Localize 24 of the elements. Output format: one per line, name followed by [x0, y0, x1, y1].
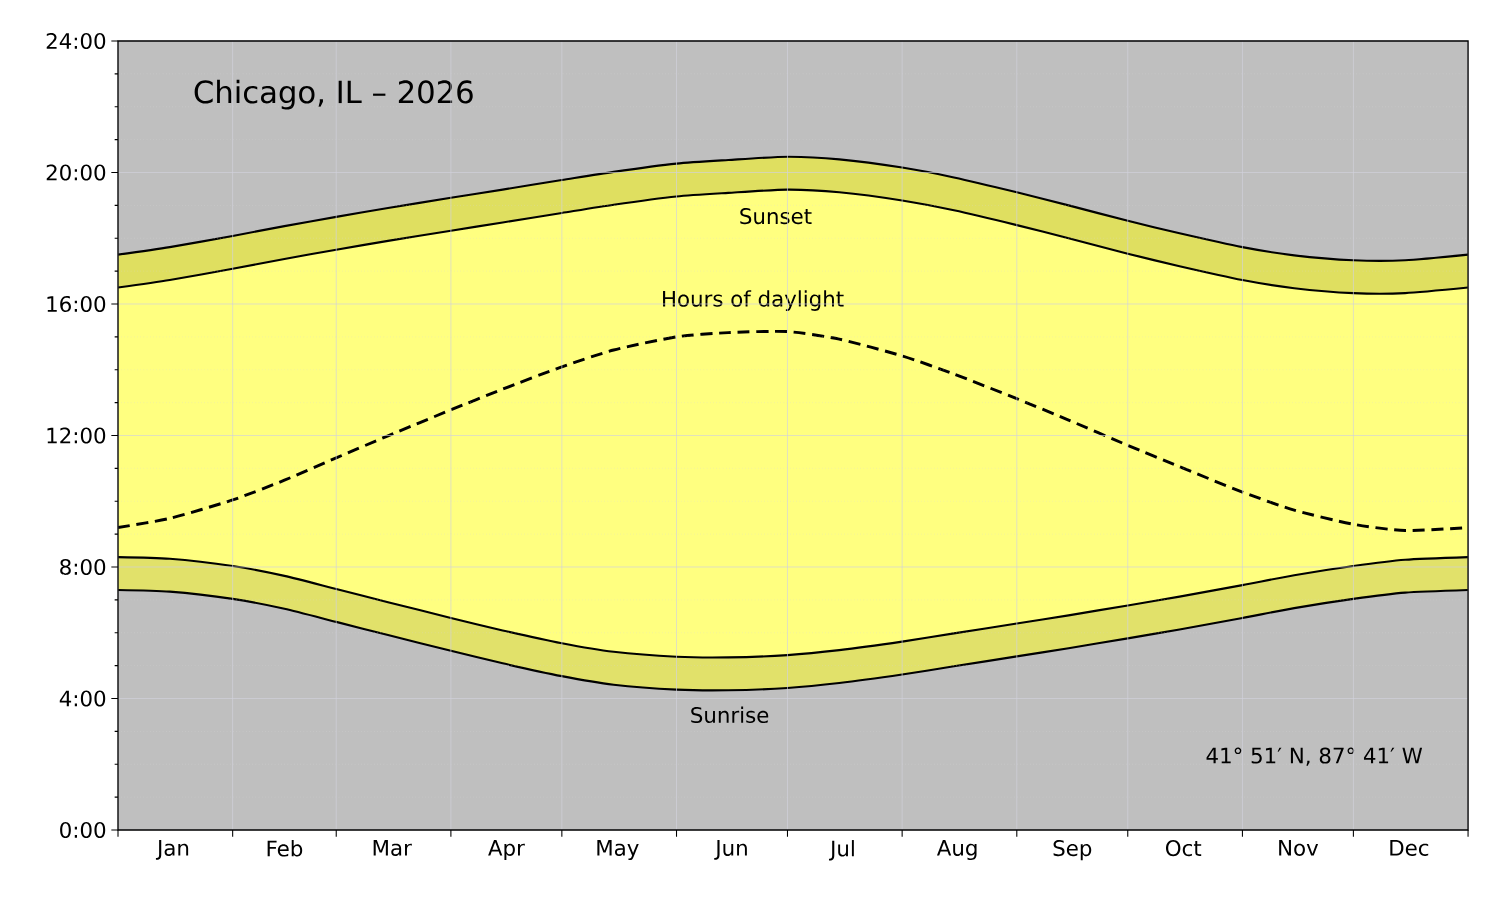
- y-tick-label: 4:00: [59, 690, 106, 707]
- x-tick-label: Jul: [828, 840, 854, 861]
- x-tick-label: Sep: [1053, 840, 1092, 861]
- x-tick-label: Apr: [488, 840, 525, 861]
- y-tick-label: 8:00: [60, 558, 106, 576]
- y-tick-label: 24:00: [46, 32, 106, 50]
- text: Chicago, IL – 2026: [194, 79, 473, 110]
- x-tick-label: Feb: [267, 840, 303, 857]
- x-tick-label: Jan: [155, 840, 189, 860]
- x-tick-label: Oct: [1166, 840, 1202, 857]
- annotation: Sunset: [740, 208, 812, 225]
- x-tick-label: Nov: [1279, 840, 1319, 856]
- x-tick-label: Dec: [1390, 840, 1429, 856]
- y-tick-label: 16:00: [47, 295, 106, 313]
- y-tick-label: 0:00: [60, 821, 106, 839]
- annotation: 41° 51′ N, 87° 41′ W: [1206, 747, 1423, 766]
- x-tick-label: May: [597, 840, 639, 861]
- x-tick-label: Jun: [714, 840, 747, 860]
- y-tick-label: 20:00: [46, 164, 106, 181]
- annotation: Hours of daylight: [663, 290, 844, 311]
- annotation: Sunrise: [691, 706, 769, 724]
- y-tick-label: 12:00: [47, 427, 106, 444]
- x-tick-label: Aug: [936, 840, 977, 861]
- x-tick-label: Mar: [373, 840, 412, 856]
